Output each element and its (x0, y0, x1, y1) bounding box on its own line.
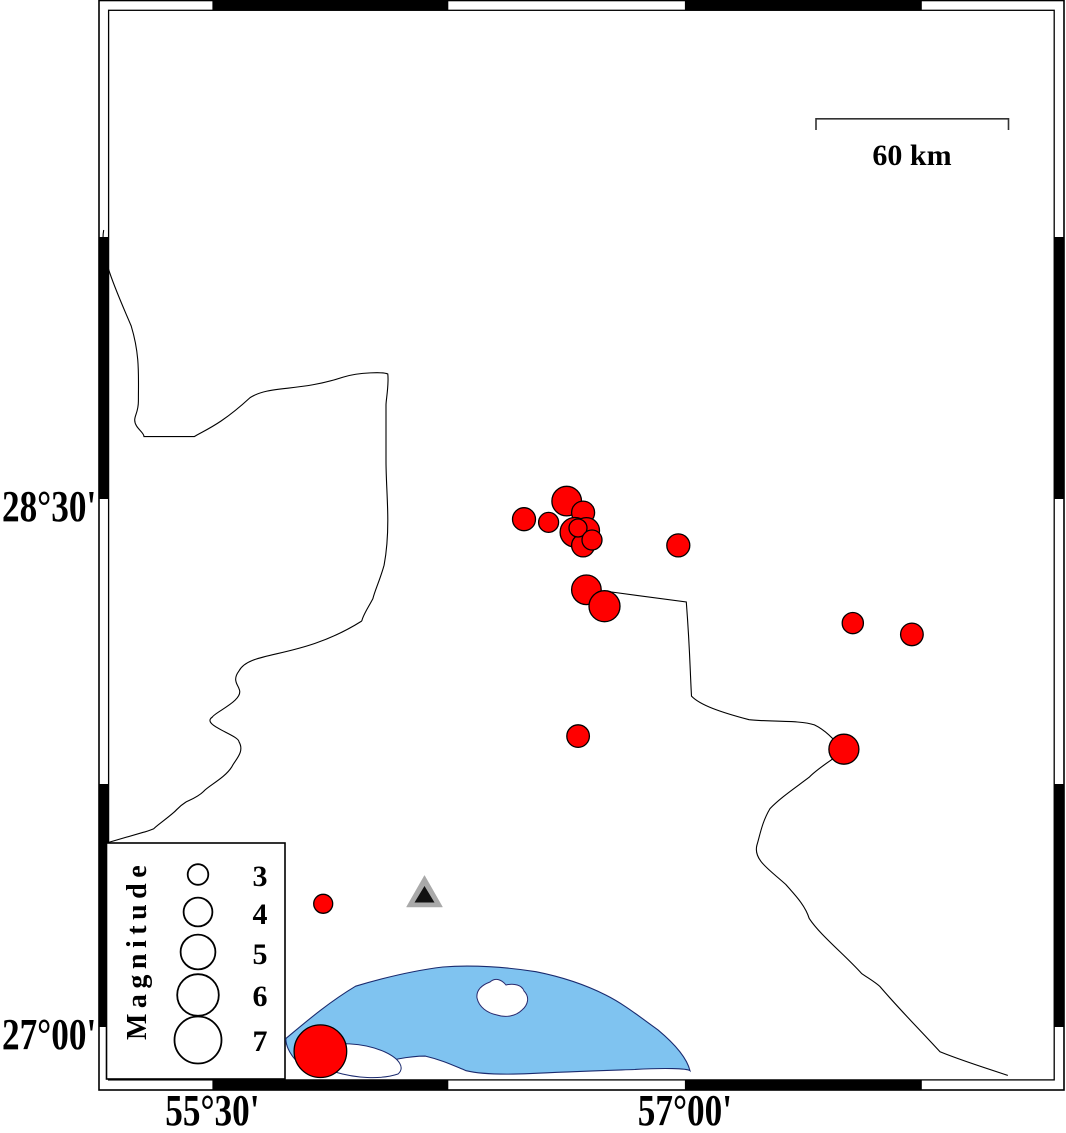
svg-text:57°00': 57°00' (638, 1085, 732, 1128)
svg-text:5: 5 (253, 938, 268, 971)
svg-text:7: 7 (253, 1025, 268, 1058)
svg-text:6: 6 (253, 980, 268, 1013)
svg-text:Magnitude: Magnitude (122, 860, 153, 1040)
svg-text:4: 4 (253, 898, 268, 931)
svg-text:60 km: 60 km (872, 139, 951, 172)
svg-text:28°30': 28°30' (2, 481, 96, 531)
svg-text:27°00': 27°00' (2, 1009, 96, 1059)
svg-text:55°30': 55°30' (165, 1085, 259, 1128)
svg-text:3: 3 (253, 860, 268, 893)
